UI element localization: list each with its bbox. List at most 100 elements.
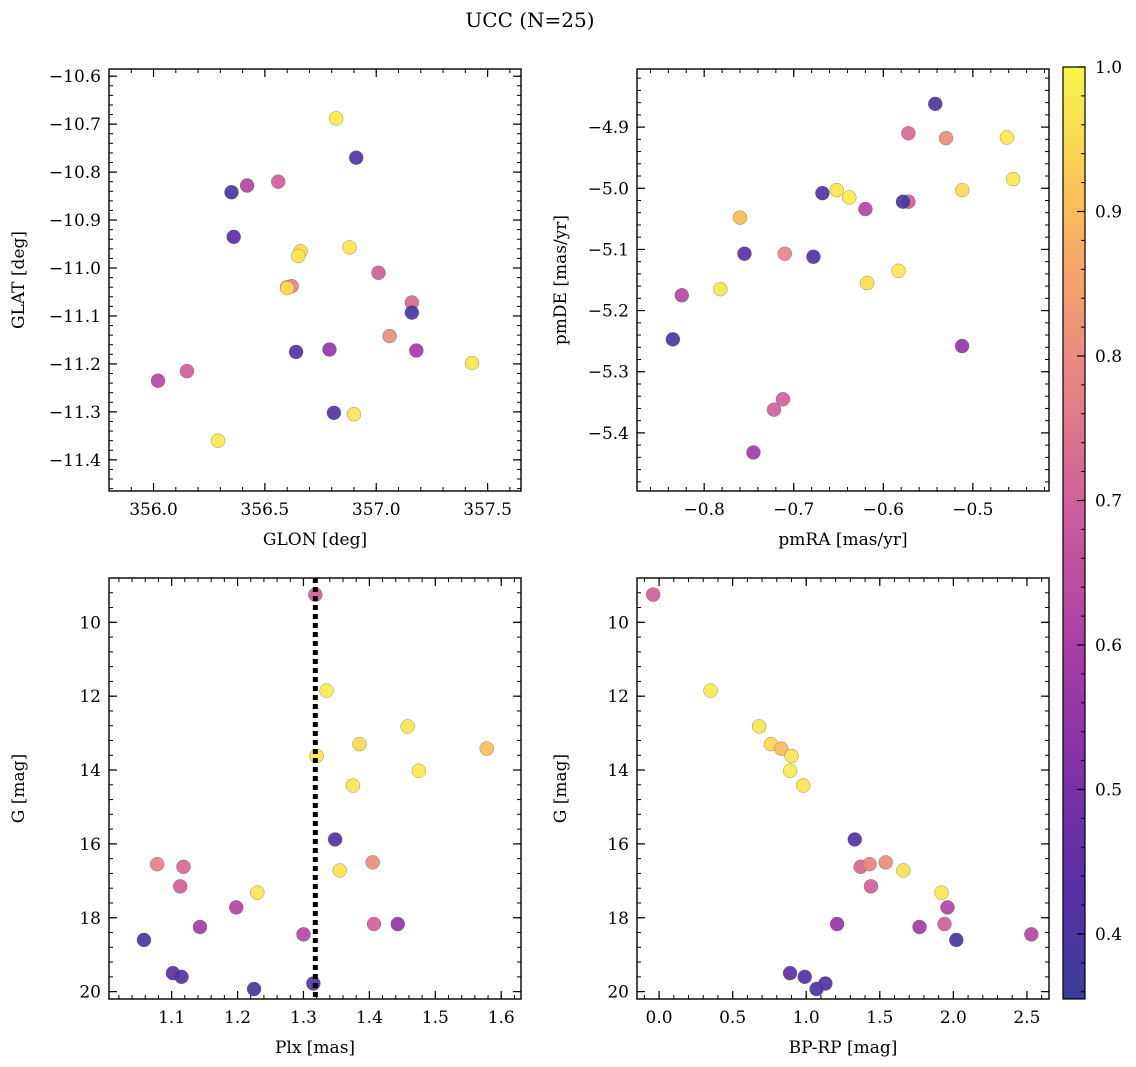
data-point xyxy=(345,778,361,793)
y-tick-label: −10.6 xyxy=(49,67,101,87)
x-tick-label: −0.5 xyxy=(952,500,993,520)
panel-proper-motion: −0.8 −0.7 −0.6 −0.5 −4.9 −5.0 −5.1 −5.2 −5.3 −5.4… xyxy=(551,68,1050,550)
data-point xyxy=(796,778,811,793)
y-tick-label: −11.2 xyxy=(49,355,101,375)
data-point xyxy=(829,916,845,932)
x-axis-label: BP-RP [mag] xyxy=(789,1038,898,1058)
data-point xyxy=(172,879,188,894)
data-point xyxy=(732,210,748,225)
data-point xyxy=(179,363,195,379)
data-point xyxy=(332,863,347,878)
data-point xyxy=(366,916,382,932)
plot-area xyxy=(665,96,1021,460)
y-tick-label: 14 xyxy=(79,761,101,781)
data-point xyxy=(479,741,494,756)
colorbar-tick-label: 0.4 xyxy=(1095,925,1122,945)
data-point xyxy=(228,900,244,915)
y-tick-label: 14 xyxy=(607,761,629,781)
plot-area xyxy=(150,111,480,448)
y-tick-label: 12 xyxy=(607,687,629,707)
data-point xyxy=(279,280,295,296)
data-point xyxy=(737,246,752,261)
data-point xyxy=(912,919,927,935)
data-point xyxy=(938,130,954,146)
x-axis-label: GLON [deg] xyxy=(263,530,367,550)
colorbar-gradient xyxy=(1062,66,1086,1000)
y-tick-label: −5.4 xyxy=(588,424,629,444)
y-axis-label: G [mag] xyxy=(9,754,29,823)
panel-parallax: 1.1 1.2 1.3 1.4 1.5 1.6 10 12 14 16 18 20 Plx [mas] G… xyxy=(9,577,522,1058)
plot-area xyxy=(136,578,494,999)
data-point xyxy=(150,373,166,388)
colorbar-tick-label: 0.8 xyxy=(1095,347,1122,367)
y-axis-label: pmDE [mas/yr] xyxy=(551,215,571,345)
data-point xyxy=(859,275,875,291)
data-point xyxy=(937,916,952,932)
data-point xyxy=(348,150,364,165)
data-point xyxy=(858,201,873,217)
data-point xyxy=(940,900,955,915)
y-tick-label: 16 xyxy=(79,835,101,855)
data-point xyxy=(1024,927,1039,942)
data-point xyxy=(934,885,949,900)
x-tick-label: 1.6 xyxy=(488,1008,515,1028)
data-point xyxy=(400,719,415,734)
y-tick-label: −5.1 xyxy=(588,240,629,260)
colorbar-tick-label: 0.5 xyxy=(1095,780,1122,800)
data-point xyxy=(319,683,334,698)
data-point xyxy=(777,246,793,261)
y-tick-label: −4.9 xyxy=(588,118,629,138)
data-point xyxy=(782,965,798,981)
x-tick-label: 1.1 xyxy=(158,1008,185,1028)
y-tick-label: −5.3 xyxy=(588,363,629,383)
x-tick-label: 0.5 xyxy=(719,1008,746,1028)
data-point xyxy=(713,281,728,297)
data-point xyxy=(149,856,165,872)
axes-frame xyxy=(636,68,1050,492)
data-point xyxy=(703,683,718,698)
data-point xyxy=(806,249,821,265)
colorbar-tick-label: 0.6 xyxy=(1095,636,1122,656)
data-point xyxy=(751,719,767,734)
data-point xyxy=(842,190,857,205)
x-tick-label: −0.7 xyxy=(773,500,814,520)
data-point xyxy=(226,229,241,245)
y-tick-label: 20 xyxy=(607,983,629,1003)
axes-frame xyxy=(636,577,1050,1000)
data-point xyxy=(775,392,791,407)
data-point xyxy=(797,969,812,985)
data-point xyxy=(954,182,970,198)
y-tick-label: 10 xyxy=(607,613,629,633)
x-tick-label: 2.5 xyxy=(1013,1008,1040,1028)
y-tick-label: 16 xyxy=(607,835,629,855)
data-point xyxy=(891,263,906,279)
data-point xyxy=(224,184,239,200)
data-point xyxy=(896,863,911,878)
data-point xyxy=(390,916,405,932)
colorbar: 0.4 0.5 0.6 0.7 0.8 0.9 1.0 xyxy=(1062,58,1122,1000)
axes-frame xyxy=(108,68,522,492)
y-tick-label: −11.4 xyxy=(49,451,101,471)
data-point xyxy=(328,111,344,126)
y-tick-label: −11.1 xyxy=(49,307,101,327)
data-point xyxy=(949,932,964,948)
axes-frame xyxy=(108,577,522,1000)
data-point xyxy=(288,344,304,360)
data-point xyxy=(674,288,690,303)
data-point xyxy=(746,445,761,460)
data-point xyxy=(665,332,681,347)
data-point xyxy=(815,185,830,201)
y-tick-label: 12 xyxy=(79,687,101,707)
y-tick-label: −10.9 xyxy=(49,211,101,231)
y-tick-label: −10.7 xyxy=(49,115,101,135)
data-point xyxy=(411,763,427,779)
data-point xyxy=(773,741,789,756)
data-point xyxy=(782,763,798,779)
data-point xyxy=(1005,171,1021,187)
x-tick-label: 1.4 xyxy=(356,1008,383,1028)
x-tick-label: 356.0 xyxy=(129,500,178,520)
x-tick-label: 1.5 xyxy=(422,1008,449,1028)
data-point xyxy=(246,981,262,997)
data-point xyxy=(176,859,191,875)
